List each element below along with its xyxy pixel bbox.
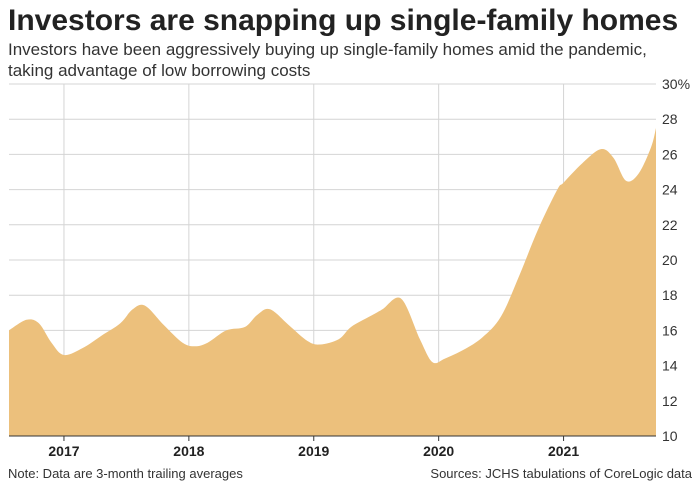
y-axis: 30% 28 26 24 22 20 18 16 14 12 10 <box>662 76 690 444</box>
x-tick-label: 2017 <box>48 443 79 459</box>
y-tick-label: 28 <box>662 111 678 127</box>
y-tick-label: 20 <box>662 252 678 268</box>
y-tick-label: 22 <box>662 217 678 233</box>
x-tick-label: 2019 <box>298 443 329 459</box>
x-tick-label: 2018 <box>173 443 204 459</box>
chart-title: Investors are snapping up single-family … <box>8 4 679 37</box>
x-tick-label: 2021 <box>548 443 579 459</box>
chart-note: Note: Data are 3-month trailing averages <box>8 466 243 481</box>
y-tick-label: 16 <box>662 322 678 338</box>
y-tick-label: 24 <box>662 182 678 198</box>
y-tick-label: 12 <box>662 393 678 409</box>
x-axis: 2017 2018 2019 2020 2021 <box>9 435 656 459</box>
y-tick-label: 26 <box>662 146 678 162</box>
investor-share-area <box>9 128 656 436</box>
y-tick-label: 18 <box>662 287 678 303</box>
y-tick-label: 14 <box>662 358 678 374</box>
chart-subtitle: Investors have been aggressively buying … <box>8 40 647 80</box>
y-tick-label: 30% <box>662 76 690 92</box>
x-tick-label: 2020 <box>423 443 454 459</box>
chart-source: Sources: JCHS tabulations of CoreLogic d… <box>430 466 692 481</box>
y-tick-label: 10 <box>662 428 678 444</box>
